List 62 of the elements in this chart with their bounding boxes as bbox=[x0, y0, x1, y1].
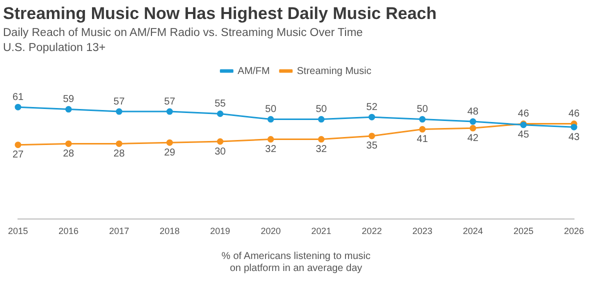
point bbox=[419, 126, 426, 133]
point bbox=[470, 118, 476, 125]
data-label: 30 bbox=[214, 146, 226, 158]
point bbox=[65, 106, 72, 113]
data-label: 41 bbox=[416, 134, 428, 146]
data-label: 48 bbox=[467, 106, 479, 118]
point bbox=[116, 140, 122, 147]
point bbox=[570, 124, 578, 130]
chart-title: Streaming Music Now Has Highest Daily Music Reach bbox=[2, 3, 438, 24]
point bbox=[267, 136, 274, 143]
point bbox=[368, 114, 376, 120]
x-tick-label: 2026 bbox=[564, 226, 584, 236]
point bbox=[216, 138, 224, 145]
data-label: 28 bbox=[114, 148, 126, 160]
chart-subtitle: Daily Reach of Music on AM/FM Radio vs. Streaming Music Over Time U.S. Population 13+ bbox=[2, 26, 364, 56]
data-label: 46 bbox=[518, 108, 530, 120]
data-label: 50 bbox=[265, 104, 277, 116]
data-label: 59 bbox=[62, 94, 75, 106]
x-tick-label: 2024 bbox=[462, 226, 483, 236]
data-label: 52 bbox=[366, 102, 378, 113]
data-label: 57 bbox=[114, 96, 126, 108]
x-tick-label: 2022 bbox=[362, 226, 382, 236]
x-tick-label: 2021 bbox=[311, 226, 332, 236]
point bbox=[267, 116, 274, 123]
point bbox=[65, 140, 72, 147]
x-tick-label: 2015 bbox=[8, 226, 28, 236]
data-label: 42 bbox=[467, 132, 479, 144]
point bbox=[318, 136, 325, 143]
data-label: 29 bbox=[164, 147, 176, 158]
data-label: 61 bbox=[12, 92, 24, 103]
point bbox=[116, 108, 122, 115]
point bbox=[470, 124, 476, 132]
x-tick-label: 2020 bbox=[260, 226, 281, 236]
point bbox=[166, 139, 173, 146]
x-tick-label: 2025 bbox=[513, 226, 534, 236]
data-label: 43 bbox=[568, 132, 580, 143]
data-label: 46 bbox=[568, 108, 580, 120]
point bbox=[368, 132, 376, 140]
data-label: 57 bbox=[164, 96, 176, 108]
x-tick-label: 2017 bbox=[109, 226, 130, 236]
x-tick-label: 2019 bbox=[210, 226, 230, 236]
legend-label: AM/FM bbox=[238, 66, 270, 77]
point bbox=[14, 104, 22, 110]
x-tick-label: 2016 bbox=[58, 226, 79, 236]
point bbox=[318, 116, 325, 123]
data-label: 32 bbox=[316, 144, 328, 156]
data-label: 55 bbox=[214, 98, 226, 110]
point bbox=[14, 142, 22, 148]
x-axis-title: % of Americans listening to music on platform in an average day bbox=[222, 250, 370, 274]
point bbox=[216, 110, 224, 117]
data-label: 27 bbox=[12, 150, 24, 161]
point bbox=[419, 116, 426, 123]
data-label: 45 bbox=[518, 130, 530, 141]
point bbox=[166, 108, 173, 115]
x-tick-label: 2023 bbox=[412, 226, 432, 236]
data-label: 50 bbox=[316, 104, 328, 116]
data-label: 50 bbox=[416, 104, 428, 116]
data-label: 35 bbox=[366, 140, 378, 152]
x-tick-label: 2018 bbox=[160, 226, 180, 236]
data-label: 32 bbox=[265, 144, 277, 156]
data-label: 28 bbox=[62, 148, 75, 160]
legend-label: Streaming Music bbox=[296, 66, 372, 77]
